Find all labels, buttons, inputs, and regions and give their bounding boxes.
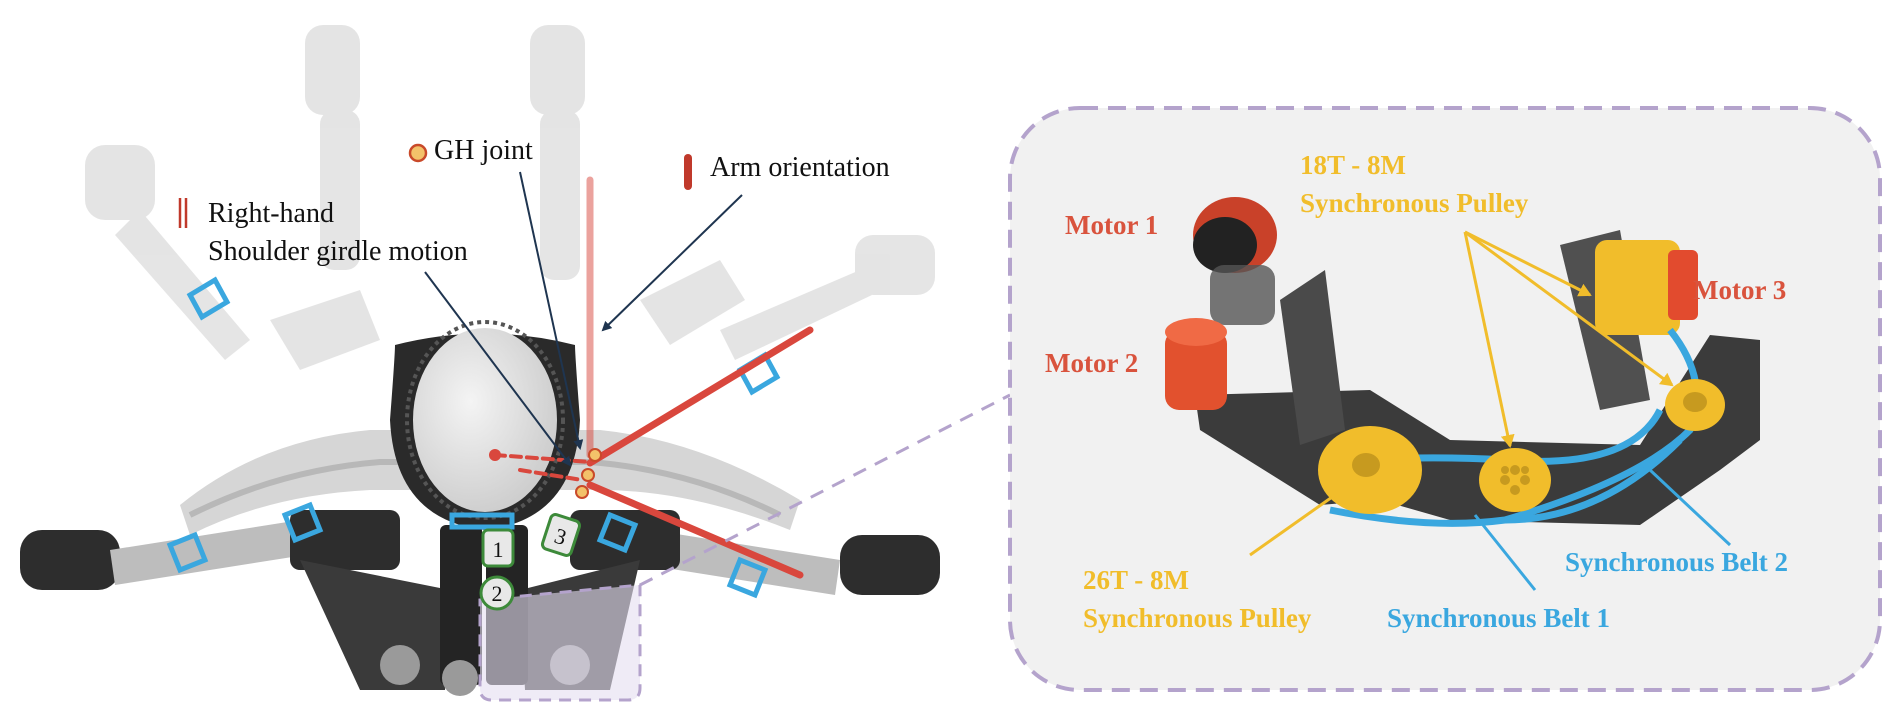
motor-1-label: Motor 1 (1065, 210, 1159, 240)
exoskeleton-illustration (20, 25, 940, 702)
pulley-18t-label-line1: 18T - 8M (1300, 150, 1406, 180)
gh-joint-dots (575, 448, 602, 499)
belt-callout-lines (1473, 468, 1732, 591)
pulley-26t-label-line1: 26T - 8M (1083, 565, 1189, 595)
motor-badge-3: 3 (540, 513, 582, 557)
svg-text:1: 1 (493, 537, 504, 562)
callout-arrows (424, 171, 743, 467)
mechanism-render (1165, 197, 1760, 527)
motor-2-label: Motor 2 (1045, 348, 1139, 378)
legend-shoulder-label-line1: Right-hand (208, 198, 334, 229)
legend-arm-orientation-label: Arm orientation (710, 152, 890, 183)
legend-gh-dot-icon (408, 143, 428, 163)
legend-shoulder-label-line2: Shoulder girdle motion (208, 236, 468, 267)
pulley-18t-label-line2: Synchronous Pulley (1300, 188, 1529, 218)
motor-3-label: Motor 3 (1693, 275, 1787, 305)
zoom-connector (639, 393, 1011, 587)
arm-orientation-lines (489, 176, 814, 579)
belt-1-label: Synchronous Belt 1 (1387, 603, 1611, 633)
belt-2-label: Synchronous Belt 2 (1565, 547, 1789, 577)
pulley-26t-label-line2: Synchronous Pulley (1083, 603, 1312, 633)
motor-badge-1: 1 (481, 528, 515, 568)
motor-badge-2: 2 (479, 575, 515, 611)
legend-double-line-icon (178, 198, 188, 228)
legend-gh-joint-label: GH joint (434, 135, 533, 166)
pulley-callout-arrows (1249, 230, 1674, 557)
svg-text:2: 2 (492, 581, 503, 606)
